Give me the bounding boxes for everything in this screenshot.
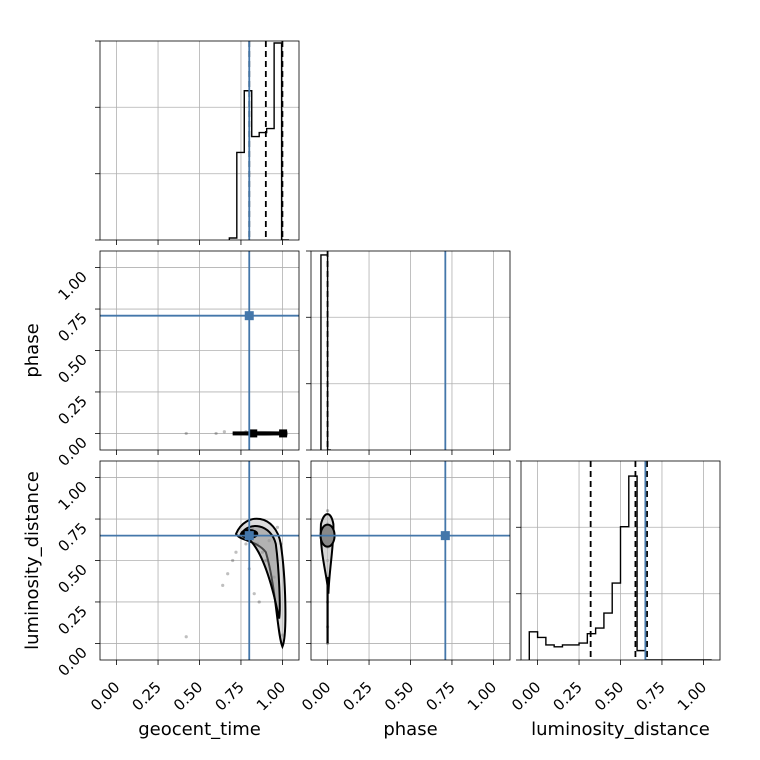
panel-luminosity_distance-hist-grid [521,461,720,660]
ytick-label-phase-4: 1.00 [54,268,90,304]
panel-geocent_time-hist-grid [100,41,299,240]
ytick-label-luminosity_distance-0: 0.00 [54,644,90,680]
xtick-label-geocent_time-3: 0.75 [211,678,247,714]
panel-phase-vs-luminosity_distance-grid [311,461,510,660]
panel-phase-vs-luminosity_distance-sample-0 [325,509,330,513]
xtick-label-phase-4: 1.00 [464,678,500,714]
yaxis-label-luminosity_distance: luminosity_distance [22,471,43,650]
panel-geocent_time-vs-luminosity_distance-sample-11 [257,600,261,604]
panel-geocent_time-vs-phase-grid [100,251,299,450]
panel-geocent_time-vs-phase-density-peak-2 [279,429,288,438]
xtick-label-phase-3: 0.75 [422,678,458,714]
panel-phase-hist-step [320,254,331,450]
xtick-label-luminosity_distance-2: 0.50 [591,678,627,714]
xtick-label-luminosity_distance-3: 0.75 [632,678,668,714]
panel-geocent_time-hist-step [228,42,290,240]
ytick-label-luminosity_distance-4: 1.00 [54,478,90,514]
xtick-label-geocent_time-0: 0.00 [87,678,123,714]
xtick-label-luminosity_distance-1: 0.25 [550,678,586,714]
ytick-label-phase-1: 0.25 [54,392,90,428]
panel-phase-hist-grid [311,251,510,450]
xtick-label-geocent_time-1: 0.25 [129,678,165,714]
panel-geocent_time-vs-luminosity_distance-sample-13 [234,550,238,554]
panel-geocent_time-vs-luminosity_distance-sample-16 [221,583,225,587]
panel-geocent_time-vs-phase-density-peak-1 [249,429,258,438]
panel-phase-vs-luminosity_distance-samples [319,509,336,646]
panel-geocent_time-vs-phase-sample-9 [214,431,218,436]
panel-geocent_time-vs-phase-density-band [232,431,288,436]
ytick-label-luminosity_distance-1: 0.25 [54,602,90,638]
panel-geocent_time-vs-luminosity_distance-sample-12 [244,542,248,546]
panel-geocent_time-vs-luminosity_distance-contour-inner [239,525,281,619]
xtick-label-phase-0: 0.00 [298,678,334,714]
ytick-label-luminosity_distance-2: 0.50 [54,561,90,597]
xaxis-label-phase: phase [383,719,437,740]
ytick-label-phase-3: 0.75 [54,309,90,345]
panel-geocent_time-vs-luminosity_distance-sample-17 [184,635,188,639]
panel-geocent_time-vs-luminosity_distance-sample-19 [275,525,280,529]
xaxis-label-luminosity_distance: luminosity_distance [531,719,710,740]
ytick-label-luminosity_distance-3: 0.75 [54,519,90,555]
panel-geocent_time-vs-phase-sample-10 [184,431,188,436]
panel-geocent_time-vs-phase-sample-11 [222,430,226,434]
panel-luminosity_distance-hist-step [528,475,712,660]
panel-phase-vs-luminosity_distance-truth-point [440,531,450,541]
xtick-label-phase-2: 0.50 [381,678,417,714]
panel-geocent_time-vs-luminosity_distance-truth-point [244,531,254,541]
ytick-label-phase-0: 0.00 [54,434,90,470]
panel-geocent_time-vs-phase-samples [184,429,288,438]
xtick-label-geocent_time-2: 0.50 [170,678,206,714]
panel-geocent_time-vs-luminosity_distance-sample-10 [252,592,256,596]
xtick-label-luminosity_distance-0: 0.00 [508,678,544,714]
panel-geocent_time-vs-phase-truth-point [244,311,254,321]
panel-geocent_time-vs-luminosity_distance-grid [100,461,299,660]
xaxis-label-geocent_time: geocent_time [138,719,261,740]
panel-geocent_time-vs-luminosity_distance-sample-14 [231,558,235,563]
xtick-label-phase-1: 0.25 [340,678,376,714]
panel-geocent_time-vs-luminosity_distance-sample-15 [226,572,230,576]
xtick-label-luminosity_distance-4: 1.00 [674,678,710,714]
yaxis-label-phase: phase [22,323,43,377]
xtick-label-geocent_time-4: 1.00 [253,678,289,714]
ytick-label-phase-2: 0.50 [54,351,90,387]
